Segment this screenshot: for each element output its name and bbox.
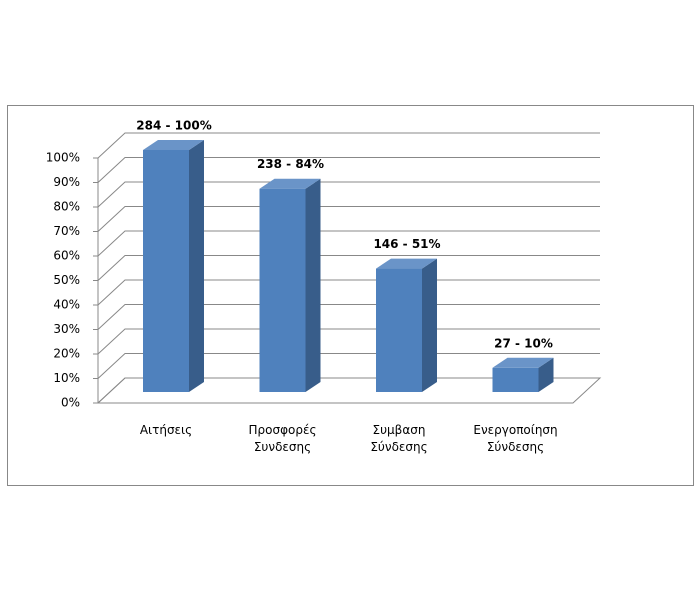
y-tick-label: 60% (53, 249, 80, 263)
grid-line (97, 255, 600, 281)
grid-line (97, 353, 600, 379)
grid-line (97, 230, 600, 257)
bar-top (376, 258, 437, 269)
grid-line (97, 304, 600, 330)
grid-line (97, 206, 600, 232)
value-label: 27 - 10% (494, 336, 553, 350)
bar (143, 150, 189, 392)
bar-side (189, 140, 204, 392)
value-label: 238 - 84% (257, 157, 324, 171)
y-tick-label: 10% (53, 371, 80, 385)
x-tick-label: Αιτήσεις (139, 423, 193, 437)
bar-top (143, 140, 204, 150)
chart-border (7, 105, 694, 486)
y-tick-label: 0% (61, 396, 80, 410)
grid-line (97, 279, 600, 306)
bar (376, 268, 422, 392)
bar-top (492, 357, 554, 368)
grid-line (97, 328, 600, 355)
y-tick-label: 100% (46, 151, 80, 165)
bar-side (305, 178, 321, 392)
grid-line (97, 132, 600, 159)
grid-line (97, 181, 600, 208)
x-tick-label: Συμβαση Σύνδεσης (370, 423, 428, 454)
grid-line (97, 157, 600, 183)
x-tick-label: Προσφορές Συνδεσης (248, 423, 317, 454)
y-tick-label: 20% (53, 347, 80, 361)
bar-side (422, 258, 437, 392)
bar-top (259, 178, 321, 189)
y-tick-label: 50% (53, 273, 80, 287)
y-tick-label: 40% (53, 298, 80, 312)
bar (492, 367, 539, 392)
x-tick-label: Ενεργοποίηση Σύνδεσης (473, 423, 558, 454)
grid-line (97, 377, 600, 404)
y-tick-label: 70% (53, 224, 80, 238)
bar (259, 188, 306, 392)
y-tick-label: 80% (53, 200, 80, 214)
value-label: 284 - 100% (136, 119, 211, 133)
bar-side (538, 357, 554, 392)
y-tick-label: 90% (53, 175, 80, 189)
y-tick-label: 30% (53, 322, 80, 336)
value-label: 146 - 51% (373, 237, 440, 251)
